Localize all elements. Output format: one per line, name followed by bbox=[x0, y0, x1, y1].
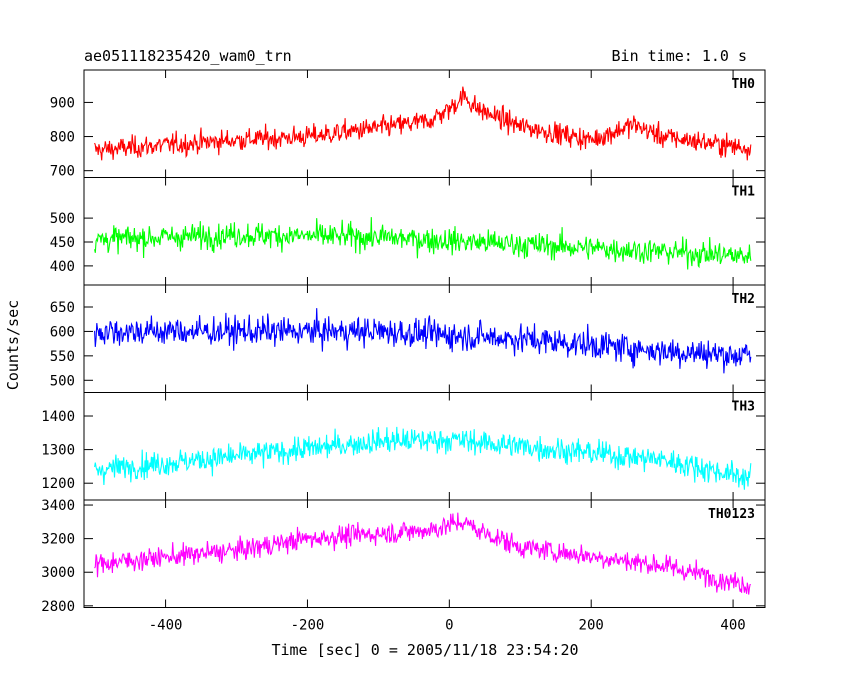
x-axis-label: Time [sec] 0 = 2005/11/18 23:54:20 bbox=[271, 641, 578, 659]
panel-label-th1: TH1 bbox=[732, 185, 756, 200]
panel-label-th0123: TH0123 bbox=[708, 507, 755, 522]
x-tick-label: 0 bbox=[445, 618, 453, 634]
panel-th1: 400 450 500 TH1 bbox=[50, 177, 766, 286]
series-line-th3 bbox=[94, 426, 752, 490]
y-tick-label: 450 bbox=[50, 235, 75, 251]
x-tick-label: -200 bbox=[291, 618, 325, 634]
y-tick-label: 800 bbox=[50, 130, 75, 146]
y-tick-label: 1200 bbox=[41, 476, 75, 492]
panel-th3: 1200 1300 1400 TH3 bbox=[41, 392, 766, 501]
chart-title-left: ae051118235420_wam0_trn bbox=[84, 47, 292, 65]
y-tick-label: 700 bbox=[50, 164, 75, 180]
y-tick-label: 550 bbox=[50, 349, 75, 365]
y-axis-label: Counts/sec bbox=[4, 300, 22, 390]
y-tick-label: 1300 bbox=[41, 443, 75, 459]
panel-th2: 500 550 600 650 TH2 bbox=[50, 284, 766, 393]
y-tick-label: 3400 bbox=[41, 498, 75, 514]
panel-th0123: 2800 3000 3200 3400 TH0123 bbox=[41, 498, 766, 615]
y-tick-label: 3000 bbox=[41, 565, 75, 581]
y-tick-label: 3200 bbox=[41, 532, 75, 548]
y-tick-label: 500 bbox=[50, 373, 75, 389]
panel-frame bbox=[83, 392, 766, 501]
series-line-th0 bbox=[94, 86, 752, 161]
series-line-th0123 bbox=[94, 512, 751, 595]
x-tick-label: 200 bbox=[579, 618, 604, 634]
series-line-th2 bbox=[94, 308, 752, 374]
y-tick-label: 500 bbox=[50, 211, 75, 227]
chart-title-right: Bin time: 1.0 s bbox=[612, 47, 747, 65]
y-tick-label: 650 bbox=[50, 300, 75, 316]
panel-th0: 700 800 900 TH0 bbox=[50, 69, 766, 180]
y-tick-label: 1400 bbox=[41, 409, 75, 425]
x-tick-label: -400 bbox=[149, 618, 183, 634]
series-line-th1 bbox=[94, 217, 752, 270]
panel-label-th0: TH0 bbox=[732, 77, 756, 92]
panel-label-th2: TH2 bbox=[732, 292, 755, 307]
panels-group: 700 800 900 TH0 400 450 500 TH1 500 550 600 650 TH2 1… bbox=[41, 69, 766, 634]
y-tick-label: 900 bbox=[50, 95, 75, 111]
panel-frame bbox=[83, 499, 766, 608]
y-tick-label: 400 bbox=[50, 259, 75, 275]
y-tick-label: 600 bbox=[50, 324, 75, 340]
x-tick-label: 400 bbox=[720, 618, 745, 634]
y-tick-label: 2800 bbox=[41, 599, 75, 615]
panel-label-th3: TH3 bbox=[732, 400, 755, 415]
